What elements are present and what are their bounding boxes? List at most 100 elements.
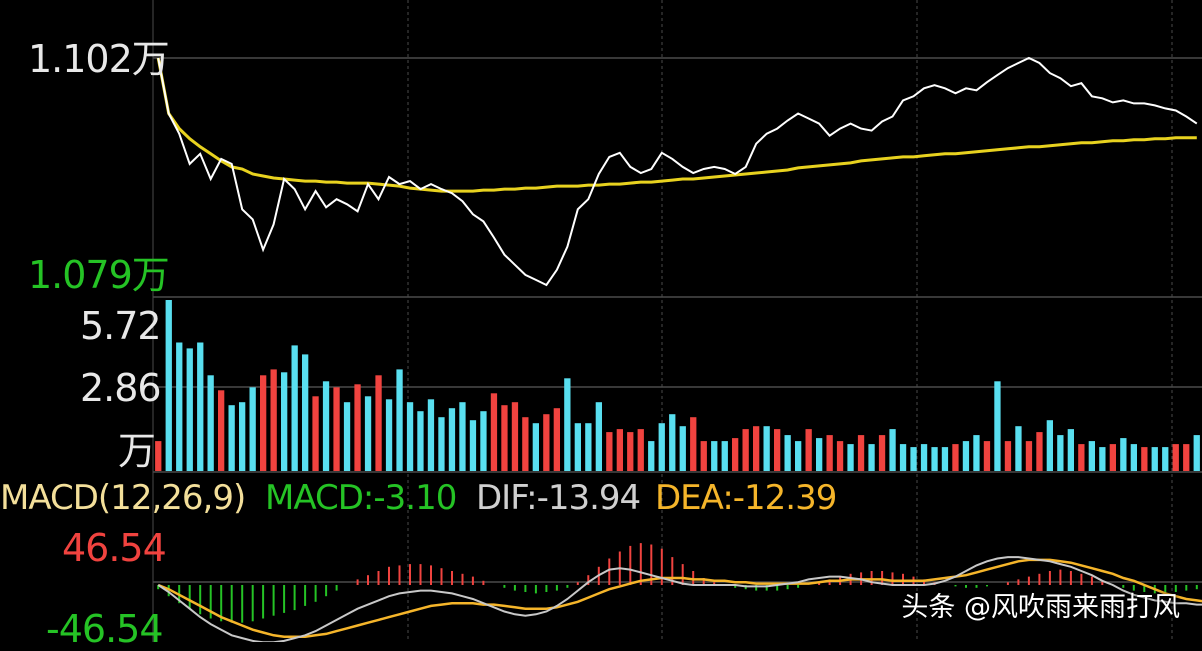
volume-bar [197,342,204,471]
macd-panel [157,543,1202,642]
volume-bar [899,444,907,471]
volume-bar [375,375,382,471]
volume-bar [480,411,487,471]
volume-bar [784,435,791,471]
volume-bar [836,441,844,471]
volume-bar [176,342,183,471]
volume-bar [616,429,623,471]
volume-tick-mid: 2.86 [80,366,162,410]
volume-bar [155,441,162,471]
volume-bar [826,435,833,471]
volume-bar [732,438,739,471]
volume-bar [627,432,634,471]
volume-bar [931,447,938,471]
volume-bar [679,426,686,471]
dif-value: DIF:-13.94 [476,478,641,518]
volume-bar [364,396,372,471]
volume-bar [648,441,655,471]
volume-bar [1183,444,1190,471]
volume-bar [962,441,970,471]
volume-bar [920,444,928,471]
volume-bar [522,417,529,471]
volume-bar [994,381,1001,471]
volume-panel [155,300,1200,471]
volume-bar [218,390,225,471]
volume-bar [1120,438,1127,471]
volume-bar [281,372,288,471]
price-line [157,56,1198,287]
volume-bar [606,432,613,471]
volume-bar [564,378,571,471]
volume-bar [637,429,644,471]
volume-bar [774,429,781,471]
volume-bar [448,408,456,471]
volume-bar [396,369,403,471]
volume-bar [658,423,665,471]
volume-bar [1141,447,1148,471]
volume-bar [260,375,267,471]
volume-bar [427,399,435,471]
volume-bar [354,384,361,471]
macd-high-label: 46.54 [62,526,167,570]
volume-bar [1151,447,1158,471]
volume-bar [941,447,949,471]
volume-bar [459,402,466,471]
volume-bar [805,429,812,471]
volume-bar [742,429,749,471]
volume-bar [1193,435,1200,471]
volume-bar [868,444,875,471]
volume-bar [302,354,309,471]
volume-bar [249,387,256,471]
volume-bar [1067,429,1074,471]
volume-bar [816,438,823,471]
volume-bar [1099,447,1106,471]
volume-bar [228,405,235,471]
volume-bar [669,414,676,471]
volume-bar [1130,444,1137,471]
volume-bar [1162,447,1169,471]
volume-bar [889,429,896,471]
volume-bar [239,402,246,471]
volume-bar [333,387,340,471]
volume-bar [1109,444,1116,471]
volume-bar [585,423,592,471]
price-high-label: 1.102万 [28,37,170,81]
volume-bar [501,405,508,471]
volume-bar [763,426,770,471]
volume-bar [753,426,760,471]
volume-bar [511,402,519,471]
volume-bar [952,444,959,471]
volume-bar [595,402,602,471]
volume-bar [1078,444,1085,471]
macd-value: MACD:-3.10 [265,478,457,518]
average-price-line [156,57,1197,193]
volume-bar [910,447,917,471]
volume-bar [1046,420,1053,471]
volume-bar [553,408,560,471]
volume-bar [385,399,393,471]
volume-bar [1057,435,1064,471]
volume-bar [857,435,865,471]
volume-bar [343,402,351,471]
volume-bar [207,375,214,471]
volume-bar [1036,432,1043,471]
volume-bar [438,417,445,471]
volume-bar [186,348,193,471]
volume-bar [490,393,498,471]
volume-bar [1015,426,1022,471]
volume-bar [878,435,886,471]
price-panel [156,56,1198,287]
volume-bar [322,381,330,471]
volume-bar [847,444,854,471]
volume-bar [532,423,539,471]
volume-bar [417,411,424,471]
volume-bar [690,417,697,471]
macd-title: MACD(12,26,9) [0,478,246,518]
volume-bar [1172,444,1179,471]
volume-bar [406,402,414,471]
volume-bar [973,435,980,471]
price-low-label: 1.079万 [28,253,170,297]
volume-unit-label: 万 [118,429,156,473]
